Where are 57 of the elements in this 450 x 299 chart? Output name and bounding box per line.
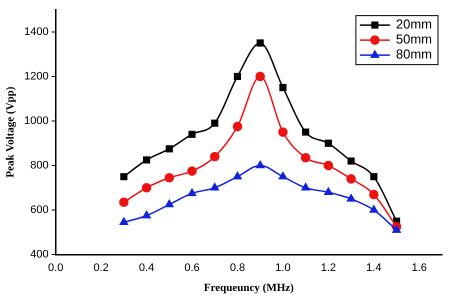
y-tick-label: 1000 — [24, 114, 49, 127]
point — [142, 156, 150, 164]
point — [256, 39, 264, 47]
point — [211, 120, 218, 127]
x-tick-label: 1.0 — [275, 262, 291, 274]
y-tick-label: 600 — [30, 204, 49, 216]
point — [324, 187, 333, 195]
point — [370, 205, 378, 213]
point — [348, 157, 355, 165]
x-tick-label: 1.2 — [320, 262, 336, 274]
y-tick-label: 1200 — [24, 70, 49, 82]
point — [234, 72, 242, 80]
point — [346, 174, 356, 184]
point — [166, 145, 173, 152]
point — [278, 127, 288, 137]
y-tick-label: 800 — [30, 160, 49, 172]
x-tick-label: 0.8 — [230, 262, 246, 274]
point — [210, 152, 220, 162]
point — [142, 210, 151, 218]
legend-label: 20mm — [396, 16, 432, 32]
point — [256, 160, 264, 168]
point — [165, 200, 174, 208]
point — [187, 166, 197, 176]
x-tick-label: 0.6 — [184, 262, 200, 274]
point — [369, 190, 379, 200]
point — [278, 172, 288, 180]
legend-label: 80mm — [396, 46, 432, 62]
x-tick-label: 0.4 — [138, 262, 154, 274]
x-tick-label: 1.4 — [366, 262, 382, 274]
point — [232, 122, 242, 132]
y-axis-title: Peak Voltage (Vpp) — [4, 86, 16, 178]
point — [392, 225, 401, 233]
point — [370, 173, 378, 180]
point — [142, 183, 152, 193]
point — [300, 152, 310, 162]
point — [324, 140, 332, 147]
point — [301, 183, 310, 191]
y-tick-label: 1400 — [24, 26, 49, 38]
x-tick-label: 0.2 — [93, 262, 109, 274]
legend-label: 50mm — [396, 32, 432, 47]
y-tick-label: 400 — [30, 248, 49, 261]
x-tick-label: 1.6 — [412, 262, 427, 274]
point — [120, 173, 128, 180]
x-tick-label: 0.0 — [48, 262, 64, 274]
point — [164, 173, 174, 183]
point — [233, 172, 242, 180]
point — [119, 198, 129, 208]
point — [279, 84, 286, 92]
point — [346, 194, 356, 202]
point — [188, 130, 196, 138]
point — [302, 128, 310, 136]
point — [324, 160, 334, 170]
x-axis-title: Frequeuncy (MHz) — [204, 282, 294, 294]
point — [210, 183, 219, 191]
point — [188, 188, 196, 196]
point — [255, 72, 265, 82]
point — [120, 218, 128, 226]
